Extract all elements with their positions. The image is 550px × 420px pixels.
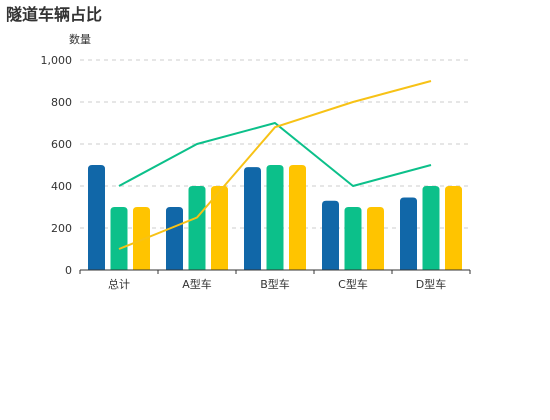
x-tick-label: B型车 [260, 277, 290, 291]
bar [322, 200, 339, 270]
y-axis-label: 数量 [69, 33, 91, 46]
y-tick-label: 1,000 [41, 54, 73, 67]
y-tick-label: 0 [65, 264, 72, 277]
y-tick-label: 600 [51, 138, 72, 151]
lines [118, 80, 432, 250]
bar [88, 165, 105, 270]
bar [110, 207, 128, 270]
bar [289, 165, 306, 270]
y-tick-label: 200 [51, 222, 72, 235]
x-tick-label: D型车 [416, 277, 446, 291]
y-tick-label: 400 [51, 180, 72, 193]
x-ticks: 总计 A型车 B型车 C型车 D型车 [79, 270, 471, 291]
bar [400, 197, 417, 270]
series-line [118, 122, 432, 187]
x-tick-label: C型车 [338, 277, 368, 291]
x-tick-label: A型车 [182, 277, 212, 291]
bar [166, 207, 183, 270]
bars [88, 165, 462, 270]
bar [133, 207, 150, 270]
bar [422, 186, 440, 270]
bar [445, 186, 462, 270]
bar [367, 207, 384, 270]
bar [188, 186, 206, 270]
bar [211, 186, 228, 270]
bar [244, 167, 261, 270]
series-line [118, 80, 432, 250]
y-ticks: 0 200 400 600 800 1,000 [41, 54, 73, 277]
y-tick-label: 800 [51, 96, 72, 109]
bar [266, 165, 284, 270]
chart-title: 隧道车辆占比 [6, 5, 102, 24]
bar [344, 207, 362, 270]
x-tick-label: 总计 [108, 277, 130, 291]
